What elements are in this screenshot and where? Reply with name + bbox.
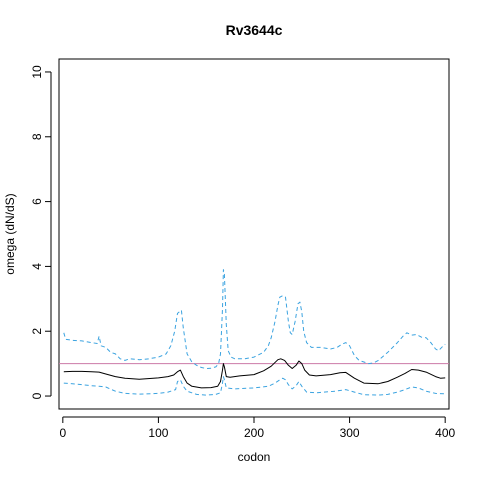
y-tick-label: 6 bbox=[30, 198, 44, 205]
x-tick-label: 200 bbox=[244, 426, 264, 440]
y-tick-label: 8 bbox=[30, 133, 44, 140]
x-axis-label: codon bbox=[238, 450, 271, 464]
y-axis-label: omega (dN/dS) bbox=[3, 193, 17, 274]
y-tick-label: 4 bbox=[30, 263, 44, 270]
chart-title: Rv3644c bbox=[226, 22, 283, 38]
x-tick-label: 0 bbox=[59, 426, 66, 440]
plot-frame bbox=[58, 58, 450, 410]
y-tick-label: 0 bbox=[30, 392, 44, 399]
y-tick-label: 10 bbox=[30, 65, 44, 79]
y-tick-label: 2 bbox=[30, 328, 44, 335]
series-layer bbox=[63, 269, 446, 396]
axis-layer: 0 100 200 300 400 0 2 4 6 8 10 bbox=[30, 65, 456, 440]
lower-bound-line bbox=[63, 376, 446, 396]
x-tick-label: 100 bbox=[148, 426, 168, 440]
upper-bound-line bbox=[63, 269, 446, 369]
x-tick-label: 400 bbox=[435, 426, 455, 440]
omega-line bbox=[63, 358, 446, 389]
x-tick-label: 300 bbox=[340, 426, 360, 440]
